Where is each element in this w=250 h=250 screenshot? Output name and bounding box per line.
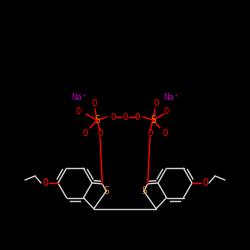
Text: Na⁺: Na⁺ (163, 94, 179, 102)
Text: O: O (82, 128, 88, 138)
Text: S: S (150, 115, 156, 125)
Text: O: O (122, 112, 128, 122)
Text: O: O (42, 178, 48, 188)
Text: O: O (97, 130, 103, 138)
Text: O: O (91, 100, 97, 108)
Text: O: O (134, 112, 140, 122)
Text: Na⁺: Na⁺ (71, 94, 87, 102)
Text: O⁻: O⁻ (76, 108, 86, 116)
Text: O: O (202, 178, 208, 188)
Text: S: S (141, 186, 147, 196)
Text: O⁻: O⁻ (164, 108, 174, 116)
Text: O: O (162, 128, 168, 138)
Text: O: O (110, 112, 116, 122)
Text: O: O (153, 100, 159, 108)
Text: S: S (103, 186, 109, 196)
Text: O: O (147, 130, 153, 138)
Text: S: S (94, 115, 100, 125)
